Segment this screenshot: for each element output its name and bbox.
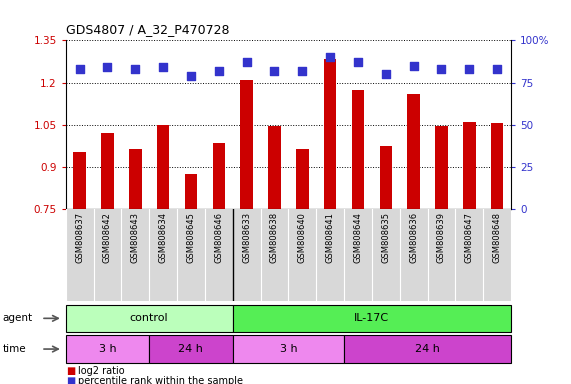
Text: 3 h: 3 h bbox=[280, 344, 297, 354]
Bar bbox=[184, 174, 197, 209]
Bar bbox=[240, 80, 253, 209]
Point bbox=[409, 63, 418, 69]
Bar bbox=[233, 335, 344, 363]
Text: GSM808647: GSM808647 bbox=[465, 212, 474, 263]
Text: GSM808642: GSM808642 bbox=[103, 212, 112, 263]
Text: ■: ■ bbox=[66, 366, 75, 376]
Bar bbox=[407, 94, 420, 209]
Point bbox=[493, 66, 502, 72]
Text: GSM808643: GSM808643 bbox=[131, 212, 140, 263]
Text: IL-17C: IL-17C bbox=[354, 313, 389, 323]
Bar bbox=[129, 149, 142, 209]
Point bbox=[131, 66, 140, 72]
Point bbox=[242, 59, 251, 65]
Bar bbox=[380, 146, 392, 209]
Point bbox=[297, 68, 307, 74]
Point bbox=[214, 68, 223, 74]
Text: log2 ratio: log2 ratio bbox=[78, 366, 125, 376]
Text: GSM808635: GSM808635 bbox=[381, 212, 391, 263]
Text: GSM808641: GSM808641 bbox=[325, 212, 335, 263]
Text: GSM808636: GSM808636 bbox=[409, 212, 418, 263]
Bar bbox=[149, 335, 233, 363]
Text: 24 h: 24 h bbox=[179, 344, 203, 354]
Point bbox=[325, 54, 335, 60]
Point bbox=[353, 59, 363, 65]
Bar bbox=[233, 305, 511, 332]
Text: GSM808639: GSM808639 bbox=[437, 212, 446, 263]
Text: GSM808640: GSM808640 bbox=[297, 212, 307, 263]
Text: 24 h: 24 h bbox=[415, 344, 440, 354]
Text: time: time bbox=[3, 344, 26, 354]
Text: agent: agent bbox=[3, 313, 33, 323]
Point bbox=[270, 68, 279, 74]
Point bbox=[159, 64, 168, 70]
Bar bbox=[212, 143, 225, 209]
Text: control: control bbox=[130, 313, 168, 323]
Text: GDS4807 / A_32_P470728: GDS4807 / A_32_P470728 bbox=[66, 23, 229, 36]
Bar bbox=[66, 305, 233, 332]
Text: GSM808638: GSM808638 bbox=[270, 212, 279, 263]
Text: GSM808633: GSM808633 bbox=[242, 212, 251, 263]
Bar bbox=[344, 335, 511, 363]
Text: GSM808634: GSM808634 bbox=[159, 212, 168, 263]
Text: GSM808646: GSM808646 bbox=[214, 212, 223, 263]
Text: percentile rank within the sample: percentile rank within the sample bbox=[78, 376, 243, 384]
Text: GSM808645: GSM808645 bbox=[186, 212, 195, 263]
Bar bbox=[73, 152, 86, 209]
Bar bbox=[491, 123, 504, 209]
Point bbox=[381, 71, 391, 77]
Bar bbox=[463, 122, 476, 209]
Point bbox=[186, 73, 195, 79]
Point bbox=[437, 66, 446, 72]
Text: GSM808648: GSM808648 bbox=[493, 212, 502, 263]
Point bbox=[103, 64, 112, 70]
Bar bbox=[324, 59, 336, 209]
Bar bbox=[296, 149, 308, 209]
Bar bbox=[435, 126, 448, 209]
Text: GSM808637: GSM808637 bbox=[75, 212, 84, 263]
Bar bbox=[268, 126, 281, 209]
Bar bbox=[352, 89, 364, 209]
Bar bbox=[66, 335, 149, 363]
Point bbox=[75, 66, 84, 72]
Text: GSM808644: GSM808644 bbox=[353, 212, 363, 263]
Point bbox=[465, 66, 474, 72]
Text: ■: ■ bbox=[66, 376, 75, 384]
Bar bbox=[101, 133, 114, 209]
Text: 3 h: 3 h bbox=[99, 344, 116, 354]
Bar bbox=[157, 125, 170, 209]
